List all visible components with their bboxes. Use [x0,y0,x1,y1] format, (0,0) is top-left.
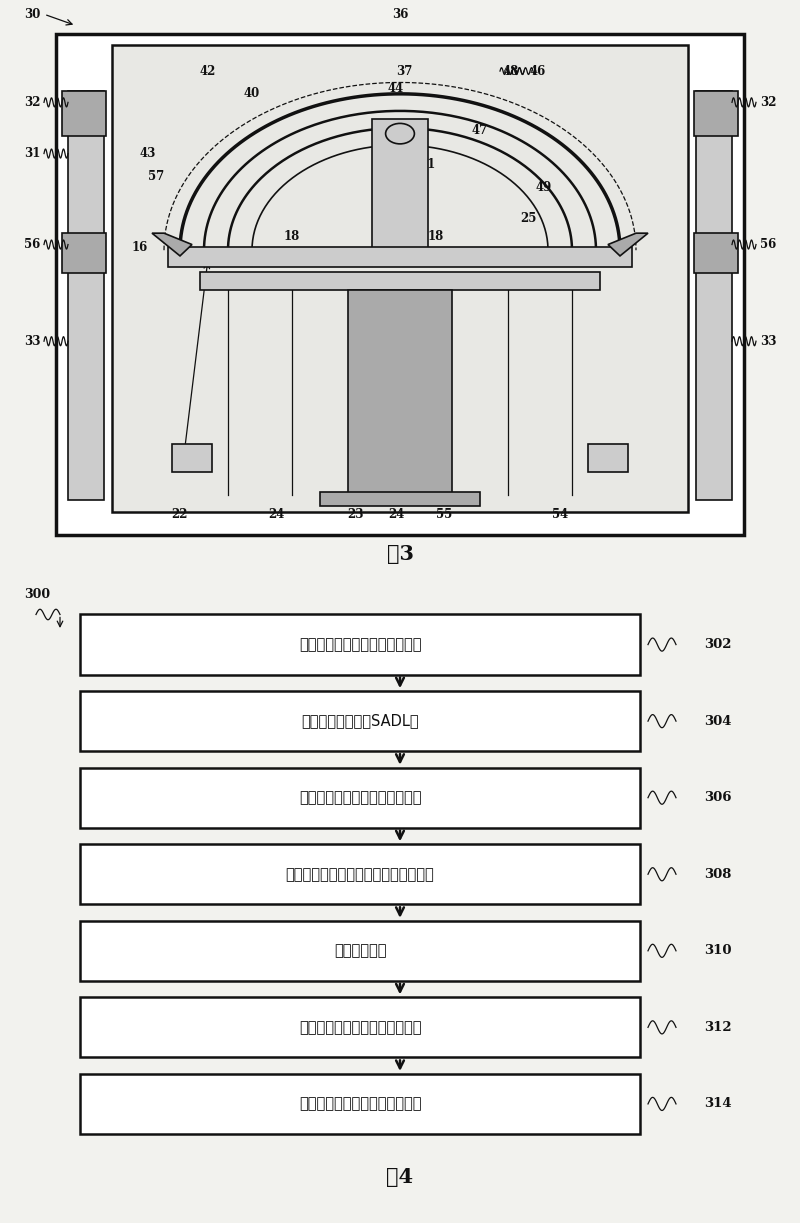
Bar [80,1074,640,1134]
Bar [696,91,732,500]
Bar [80,921,640,981]
Text: 32: 32 [760,95,776,109]
Text: 22: 22 [172,509,188,521]
Bar [56,34,744,534]
Text: 55: 55 [436,509,452,521]
Text: 40: 40 [244,87,260,100]
Text: 放置整套配件堆叠在固化工具上: 放置整套配件堆叠在固化工具上 [298,1020,422,1035]
Text: 30: 30 [24,7,40,21]
Text: 33: 33 [760,335,776,347]
Text: 57: 57 [148,170,164,182]
Bar [112,45,688,511]
Text: 24: 24 [268,509,284,521]
Bar [588,444,628,472]
Text: 图3: 图3 [386,544,414,565]
Polygon shape [608,234,648,256]
Text: 使整套配件依照组件的轮廓形成: 使整套配件依照组件的轮廓形成 [298,790,422,805]
Text: 304: 304 [704,714,731,728]
Text: 300: 300 [24,588,50,602]
Bar [62,234,106,273]
Text: 31: 31 [24,147,40,160]
Text: 18: 18 [428,230,444,242]
Bar [80,844,640,904]
Bar [80,691,640,751]
Text: 44: 44 [388,82,404,94]
Bar [372,120,428,256]
Bar [172,444,212,472]
Text: 必要时重复步骤以形成期望厚度的组件: 必要时重复步骤以形成期望厚度的组件 [286,867,434,882]
Bar [348,290,452,495]
Text: 56: 56 [24,238,40,251]
Bar [168,247,632,268]
Bar [80,768,640,828]
Text: 302: 302 [704,638,731,651]
Text: 308: 308 [704,868,731,881]
Text: 314: 314 [704,1097,732,1110]
Text: 312: 312 [704,1021,732,1033]
Text: 56: 56 [760,238,776,251]
Bar [200,272,600,290]
Text: 46: 46 [530,65,546,77]
Text: 36: 36 [392,7,408,21]
Text: 必要时重复步骤以完全铺放结构: 必要时重复步骤以完全铺放结构 [298,1096,422,1112]
Text: 33: 33 [24,335,40,347]
Text: 54: 54 [552,509,568,521]
Bar [68,91,104,500]
Text: 49: 49 [536,181,552,194]
Text: 图4: 图4 [386,1167,414,1186]
Text: 23: 23 [348,509,364,521]
Bar [80,997,640,1058]
Text: 25: 25 [520,213,536,225]
Text: 32: 32 [24,95,40,109]
Text: 18: 18 [284,230,300,242]
Text: 47: 47 [472,125,488,137]
Bar [320,492,480,506]
Bar [62,91,106,137]
Text: 将复合整套配件铺放在铺放机上: 将复合整套配件铺放在铺放机上 [298,637,422,652]
Bar [80,614,640,675]
Text: 检测整套配件: 检测整套配件 [334,943,386,959]
Text: 43: 43 [140,147,156,160]
Text: 48: 48 [502,65,518,77]
Bar [694,91,738,137]
Text: 37: 37 [396,65,412,77]
Text: 16: 16 [132,241,148,254]
Text: 将整套配件转移至SADL机: 将整套配件转移至SADL机 [301,714,419,729]
Text: 306: 306 [704,791,731,805]
Text: 310: 310 [704,944,731,958]
Text: 24: 24 [388,509,404,521]
Text: 41: 41 [420,159,436,171]
Bar [694,234,738,273]
Text: 42: 42 [200,65,216,77]
Polygon shape [152,234,192,256]
